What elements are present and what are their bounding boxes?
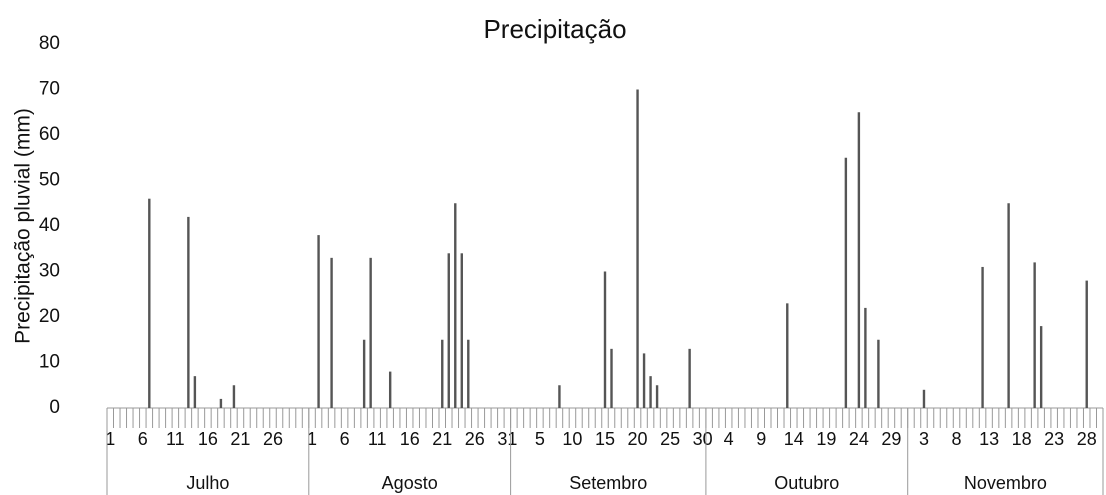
x-tick-label: 31 — [497, 429, 517, 449]
x-tick-label: 1 — [307, 429, 317, 449]
x-tick-label: 10 — [562, 429, 582, 449]
x-tick-label: 26 — [263, 429, 283, 449]
bar — [467, 339, 470, 408]
x-tick-label: 9 — [756, 429, 766, 449]
bar — [603, 271, 607, 408]
bar — [454, 203, 457, 408]
x-tick-label: 15 — [595, 429, 615, 449]
bar — [1085, 280, 1088, 408]
bar — [558, 385, 561, 408]
x-tick-label: 16 — [400, 429, 420, 449]
bar — [193, 376, 197, 408]
bar — [1039, 326, 1043, 408]
bar — [642, 353, 646, 408]
group-label: Outubro — [774, 473, 839, 493]
x-tick-label: 4 — [724, 429, 734, 449]
x-tick-label: 28 — [1077, 429, 1097, 449]
bar — [1007, 203, 1010, 408]
x-tick-label: 23 — [1044, 429, 1064, 449]
y-tick-label: 60 — [39, 124, 60, 145]
bar — [1033, 262, 1036, 408]
y-tick-label: 10 — [39, 352, 60, 373]
bar — [447, 253, 450, 408]
bar — [655, 385, 659, 408]
bar — [330, 257, 333, 408]
x-tick-label: 19 — [816, 429, 836, 449]
group-label: Novembro — [964, 473, 1047, 493]
y-tick-label: 20 — [39, 306, 60, 327]
bar — [317, 235, 320, 408]
x-tick-label: 30 — [693, 429, 713, 449]
x-tick-label: 11 — [166, 429, 185, 449]
bar — [219, 398, 223, 408]
x-tick-label: 13 — [979, 429, 999, 449]
x-tick-label: 18 — [1012, 429, 1032, 449]
bar — [148, 198, 151, 408]
x-tick-label: 26 — [465, 429, 485, 449]
chart-title: Precipitação — [483, 14, 626, 44]
x-tick-label: 5 — [535, 429, 545, 449]
bar — [981, 266, 984, 408]
bar — [877, 339, 880, 408]
bar — [649, 376, 652, 408]
y-tick-label: 80 — [39, 33, 60, 54]
bar — [441, 339, 444, 408]
bar — [362, 339, 366, 408]
bar — [786, 303, 789, 408]
x-tick-label: 16 — [198, 429, 218, 449]
y-axis-label: Precipitação pluvial (mm) — [12, 108, 35, 344]
bar — [369, 257, 372, 408]
bar — [232, 385, 236, 408]
bar — [187, 216, 190, 408]
y-tick-label: 50 — [39, 170, 60, 191]
x-tick-label: 14 — [784, 429, 804, 449]
group-label: Setembro — [569, 473, 647, 493]
x-tick-label: 6 — [340, 429, 350, 449]
y-tick-label: 0 — [49, 397, 60, 418]
bar — [388, 371, 392, 408]
y-tick-label: 40 — [39, 215, 60, 236]
bar — [864, 307, 867, 408]
group-label: Agosto — [382, 473, 438, 493]
x-tick-label: 1 — [105, 429, 115, 449]
x-tick-label: 25 — [660, 429, 680, 449]
x-tick-label: 20 — [628, 429, 648, 449]
x-tick-label: 21 — [230, 429, 250, 449]
x-tick-label: 8 — [952, 429, 962, 449]
bar — [922, 389, 926, 408]
bar — [688, 348, 691, 408]
bar — [636, 89, 639, 408]
y-tick-label: 30 — [39, 261, 60, 282]
y-tick-label: 70 — [39, 79, 60, 100]
x-tick-label: 21 — [432, 429, 452, 449]
x-tick-label: 6 — [138, 429, 148, 449]
bar — [857, 112, 861, 408]
x-tick-label: 24 — [849, 429, 869, 449]
x-tick-label: 29 — [881, 429, 901, 449]
bar — [610, 348, 613, 408]
group-label: Julho — [186, 473, 229, 493]
bar — [460, 253, 463, 408]
x-tick-label: 3 — [919, 429, 929, 449]
bar — [844, 157, 848, 408]
x-tick-label: 11 — [368, 429, 387, 449]
